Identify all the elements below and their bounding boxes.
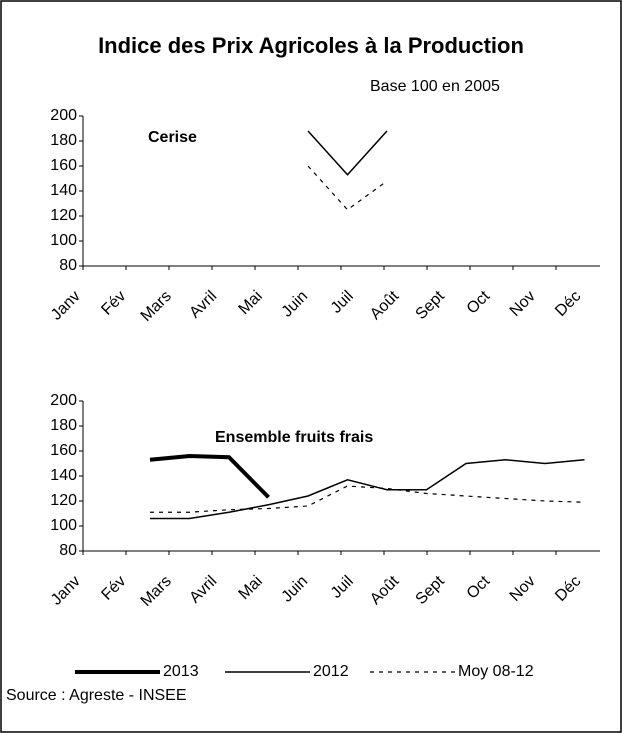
series-line (150, 485, 585, 513)
y-tick-label: 160 (50, 442, 77, 459)
y-tick-label: 80 (59, 257, 77, 274)
series-line (150, 458, 585, 520)
y-tick-label: 200 (50, 107, 77, 124)
y-tick-label: 100 (50, 232, 77, 249)
panel-title: Cerise (148, 129, 197, 146)
series-line (307, 130, 388, 176)
legend-label: Moy 08-12 (458, 663, 534, 680)
legend-label: 2012 (313, 663, 349, 680)
y-tick-label: 140 (50, 467, 77, 484)
chart-subtitle: Base 100 en 2005 (370, 78, 500, 95)
y-tick-label: 180 (50, 417, 77, 434)
y-tick-label: 180 (50, 132, 77, 149)
y-tick-label: 100 (50, 517, 77, 534)
source: Source : Agreste - INSEE (6, 687, 187, 704)
y-tick-label: 80 (59, 542, 77, 559)
series-line (149, 453, 270, 499)
panel-title: Ensemble fruits frais (215, 429, 373, 446)
y-tick-label: 120 (50, 492, 77, 509)
y-tick-label: 140 (50, 182, 77, 199)
y-tick-label: 120 (50, 207, 77, 224)
legend-label: 2013 (163, 663, 199, 680)
chart-title: Indice des Prix Agricoles à la Productio… (98, 33, 524, 58)
y-tick-label: 160 (50, 157, 77, 174)
series-line (307, 165, 388, 211)
y-tick-label: 200 (50, 392, 77, 409)
